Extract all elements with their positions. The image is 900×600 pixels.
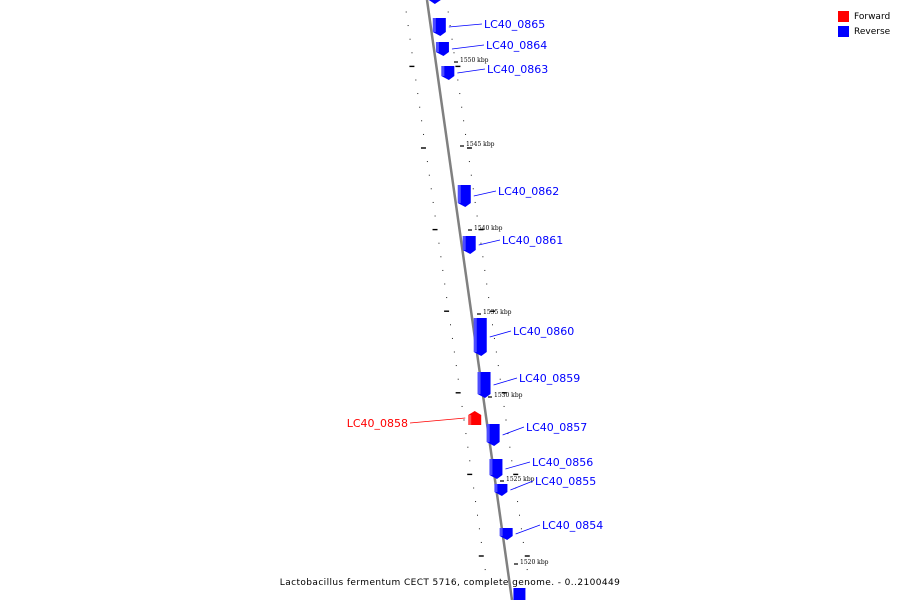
gene-lc40_0858[interactable]: LC40_0858 (347, 411, 482, 430)
legend-forward: Forward (838, 9, 900, 24)
reverse-gene-arrow (432, 18, 446, 36)
gene-lc40_0865[interactable]: LC40_0865 (432, 18, 545, 36)
gene-label-leader (510, 480, 534, 491)
genome-caption: Lactobacillus fermentum CECT 5716, compl… (279, 578, 621, 588)
position-label: 1550 kbp (460, 57, 489, 64)
legend-forward-label: Forward (854, 11, 891, 22)
gene-label: LC40_0865 (484, 18, 545, 31)
reverse-gene-arrow (499, 528, 513, 540)
reverse-gene-arrow (473, 318, 487, 356)
gene-label: LC40_0855 (535, 475, 596, 488)
gene-lc40_0856[interactable]: LC40_0856 (489, 456, 593, 479)
scale-ticks-right (447, 11, 530, 584)
gene-lc40_0857[interactable]: LC40_0857 (486, 421, 588, 446)
reverse-swatch (838, 26, 849, 37)
partial-gene-feature (428, 0, 441, 4)
reverse-gene-arrow (457, 185, 471, 207)
gene-label-leader (505, 461, 531, 470)
position-label: 1540 kbp (474, 225, 503, 232)
legend-reverse: Reverse (838, 24, 900, 39)
gene-label: LC40_0858 (347, 417, 408, 430)
position-labels: 1550 kbp 1545 kbp 1540 kbp 1535 kbp 1530 kbp… (454, 57, 549, 566)
gene-label-leader (478, 239, 501, 246)
gene-lc40_0861[interactable]: LC40_0861 (462, 234, 564, 254)
gene-label: LC40_0861 (502, 234, 563, 247)
reverse-gene-arrow (441, 66, 455, 80)
position-label: 1545 kbp (466, 141, 495, 148)
reverse-gene-arrow (486, 424, 500, 446)
genome-backbone (425, 0, 514, 600)
gene-label: LC40_0862 (498, 185, 559, 198)
reverse-gene-arrow (494, 484, 508, 496)
gene-label-leader (493, 377, 518, 386)
gene-label-leader (502, 426, 525, 436)
gene-label: LC40_0860 (513, 325, 574, 338)
gene-label: LC40_0854 (542, 519, 603, 532)
strand-legend: Forward Reverse (838, 9, 900, 39)
gene-label-leader (457, 68, 486, 74)
gene-label: LC40_0863 (487, 63, 548, 76)
position-label: 1535 kbp (483, 309, 512, 316)
position-label: 1530 kbp (494, 392, 523, 399)
reverse-gene-arrow (477, 372, 491, 398)
gene-label: LC40_0859 (519, 372, 580, 385)
position-label: 1525 kbp (506, 476, 535, 483)
partial-gene-feature (513, 588, 526, 600)
gene-lc40_0859[interactable]: LC40_0859 (477, 372, 581, 398)
position-label: 1520 kbp (520, 559, 549, 566)
gene-label: LC40_0864 (486, 39, 547, 52)
forward-swatch (838, 11, 849, 22)
reverse-gene-arrow (462, 236, 476, 254)
gene-lc40_0860[interactable]: LC40_0860 (473, 318, 575, 356)
forward-gene-arrow (468, 411, 482, 425)
gene-label-leader (489, 330, 512, 338)
gene-label: LC40_0857 (526, 421, 587, 434)
gene-label-leader (448, 23, 483, 28)
reverse-gene-arrow (489, 459, 503, 479)
gene-label-leader (515, 524, 541, 535)
scale-ticks-left (405, 11, 488, 584)
gene-lc40_0864[interactable]: LC40_0864 (435, 39, 547, 56)
gene-lc40_0854[interactable]: LC40_0854 (499, 519, 604, 540)
gene-features: LC40_0865 LC40_0864 LC40_0863 LC40_0862 LC40… (347, 0, 604, 600)
legend-reverse-label: Reverse (854, 26, 891, 37)
gene-label: LC40_0856 (532, 456, 593, 469)
gene-lc40_0855[interactable]: LC40_0855 (494, 475, 596, 496)
gene-lc40_0862[interactable]: LC40_0862 (457, 185, 560, 207)
gene-lc40_0863[interactable]: LC40_0863 (441, 63, 548, 80)
gene-label-leader (451, 44, 485, 50)
gene-label-leader (409, 417, 466, 424)
reverse-gene-arrow (435, 42, 449, 56)
gene-label-leader (473, 190, 497, 197)
